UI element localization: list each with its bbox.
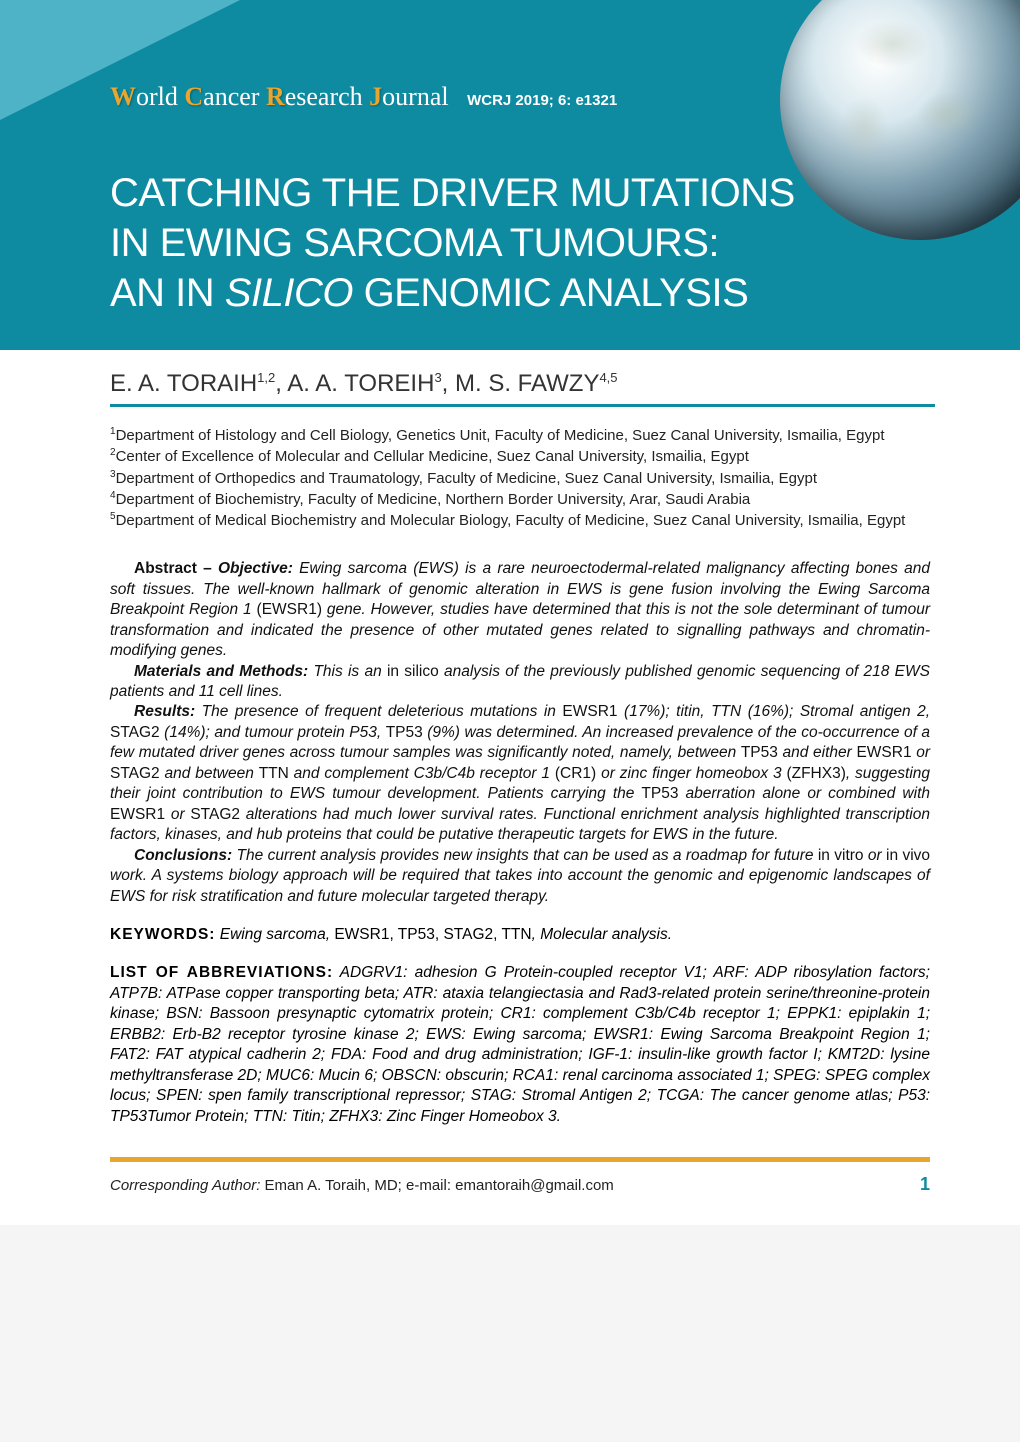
footer-rule <box>110 1157 930 1162</box>
author-3: , M. S. FAWZY <box>442 370 600 397</box>
journal-letter-r: R <box>266 82 285 111</box>
title-line-3: AN IN SILICO GENOMIC ANALYSIS <box>110 268 795 318</box>
journal-letter-w: W <box>110 82 136 111</box>
journal-letter-c: C <box>184 82 203 111</box>
abstract-conclusions: Conclusions: The current analysis provid… <box>110 846 930 907</box>
affiliation-2: 2Center of Excellence of Molecular and C… <box>110 446 930 467</box>
header: World Cancer Research Journal WCRJ 2019;… <box>0 0 1020 350</box>
journal-name: World Cancer Research Journal <box>110 82 455 111</box>
keywords: KEYWORDS: Ewing sarcoma, EWSR1, TP53, ST… <box>110 925 930 945</box>
authors: E. A. TORAIH1,2, A. A. TOREIH3, M. S. FA… <box>0 350 1020 404</box>
author-2: , A. A. TOREIH <box>275 370 434 397</box>
footer-line: Corresponding Author: Eman A. Toraih, MD… <box>110 1174 930 1195</box>
footer: Corresponding Author: Eman A. Toraih, MD… <box>0 1157 1020 1225</box>
author-1: E. A. TORAIH <box>110 370 257 397</box>
affiliation-3: 3Department of Orthopedics and Traumatol… <box>110 468 930 489</box>
affiliation-4: 4Department of Biochemistry, Faculty of … <box>110 489 930 510</box>
abbreviations: LIST OF ABBREVIATIONS: ADGRV1: adhesion … <box>110 963 930 1127</box>
affiliation-5: 5Department of Medical Biochemistry and … <box>110 510 930 531</box>
journal-line: World Cancer Research Journal WCRJ 2019;… <box>110 82 617 112</box>
title-line-2: IN EWING SARCOMA TUMOURS: <box>110 218 795 268</box>
affiliations: 1Department of Histology and Cell Biolog… <box>110 425 930 531</box>
affiliation-1: 1Department of Histology and Cell Biolog… <box>110 425 930 446</box>
abstract-methods: Materials and Methods: This is an in sil… <box>110 662 930 703</box>
page: World Cancer Research Journal WCRJ 2019;… <box>0 0 1020 1225</box>
page-number: 1 <box>920 1174 930 1195</box>
abstract-objective: Abstract – Objective: Ewing sarcoma (EWS… <box>110 559 930 661</box>
article-title: CATCHING THE DRIVER MUTATIONS IN EWING S… <box>110 168 795 318</box>
globe-image <box>780 0 1020 240</box>
journal-letter-j: J <box>369 82 382 111</box>
abstract: Abstract – Objective: Ewing sarcoma (EWS… <box>110 559 930 907</box>
title-line-1: CATCHING THE DRIVER MUTATIONS <box>110 168 795 218</box>
abbreviations-label: LIST OF ABBREVIATIONS: <box>110 964 333 981</box>
keywords-label: KEYWORDS: <box>110 926 215 943</box>
abstract-results: Results: The presence of frequent delete… <box>110 702 930 845</box>
abstract-label: Abstract – <box>134 560 218 577</box>
corresponding-author: Corresponding Author: Eman A. Toraih, MD… <box>110 1177 614 1194</box>
journal-reference: WCRJ 2019; 6: e1321 <box>467 92 617 109</box>
content: 1Department of Histology and Cell Biolog… <box>0 407 1020 1127</box>
